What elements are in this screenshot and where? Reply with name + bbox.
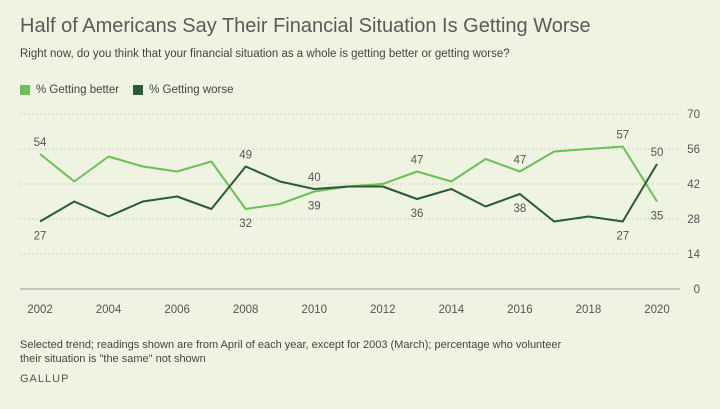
series-line-worse (39, 163, 658, 223)
x-tick-label: 2006 (164, 304, 190, 316)
y-tick-label: 56 (687, 144, 700, 156)
chart-title: Half of Americans Say Their Financial Si… (20, 15, 591, 37)
y-tick-label: 70 (687, 109, 700, 121)
y-tick-label: 42 (687, 179, 700, 191)
x-tick-label: 2020 (644, 304, 670, 316)
data-label: 27 (616, 231, 629, 243)
data-label: 54 (34, 137, 47, 149)
footnote: Selected trend; readings shown are from … (20, 339, 562, 365)
chart-subtitle: Right now, do you think that your financ… (20, 48, 510, 60)
y-tick-label: 28 (687, 214, 700, 226)
data-label: 50 (651, 147, 664, 159)
x-tick-label: 2002 (27, 304, 53, 316)
data-label: 49 (239, 150, 252, 162)
data-label: 40 (308, 172, 321, 184)
data-label: 47 (513, 155, 526, 167)
y-tick-label: 14 (687, 249, 700, 261)
legend: % Getting better % Getting worse (20, 84, 233, 96)
legend-swatch-better (20, 85, 30, 95)
data-label: 39 (308, 201, 321, 213)
legend-item-better: % Getting better (20, 84, 119, 96)
data-label: 35 (651, 211, 664, 223)
series-line-better (39, 145, 658, 210)
x-tick-label: 2012 (370, 304, 396, 316)
data-label: 27 (34, 231, 47, 243)
legend-swatch-worse (133, 85, 144, 95)
brand-label: GALLUP (20, 373, 70, 385)
x-tick-label: 2010 (301, 304, 327, 316)
legend-label-worse: % Getting worse (149, 84, 234, 96)
x-tick-label: 2008 (233, 304, 259, 316)
x-tick-label: 2014 (439, 304, 465, 316)
data-label: 36 (411, 208, 424, 220)
data-label: 38 (513, 203, 526, 215)
x-tick-label: 2016 (507, 304, 533, 316)
data-label: 47 (411, 155, 424, 167)
legend-item-worse: % Getting worse (133, 84, 233, 96)
data-label: 57 (616, 130, 629, 142)
data-label: 32 (239, 218, 252, 230)
y-tick-label: 0 (694, 284, 700, 296)
x-tick-label: 2018 (576, 304, 602, 316)
legend-label-better: % Getting better (36, 84, 120, 96)
x-tick-label: 2004 (96, 304, 122, 316)
